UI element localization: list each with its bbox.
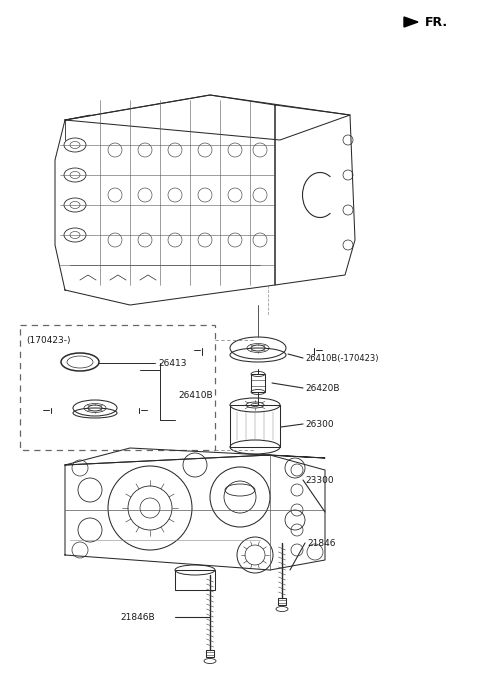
Text: 26300: 26300 xyxy=(305,419,334,428)
Text: (170423-): (170423-) xyxy=(26,336,71,345)
Bar xyxy=(206,650,214,657)
Text: 21846: 21846 xyxy=(307,538,336,547)
Text: 26413: 26413 xyxy=(158,359,187,368)
Bar xyxy=(230,405,280,447)
Text: 26410B(-170423): 26410B(-170423) xyxy=(305,354,379,363)
Bar xyxy=(175,570,215,590)
Text: 21846B: 21846B xyxy=(120,612,155,621)
Bar xyxy=(278,598,286,605)
Text: 23300: 23300 xyxy=(305,475,334,484)
Text: 26420B: 26420B xyxy=(305,384,339,392)
Bar xyxy=(251,374,265,392)
Polygon shape xyxy=(404,17,418,27)
Text: FR.: FR. xyxy=(425,15,448,28)
Text: 26410B: 26410B xyxy=(178,390,213,399)
